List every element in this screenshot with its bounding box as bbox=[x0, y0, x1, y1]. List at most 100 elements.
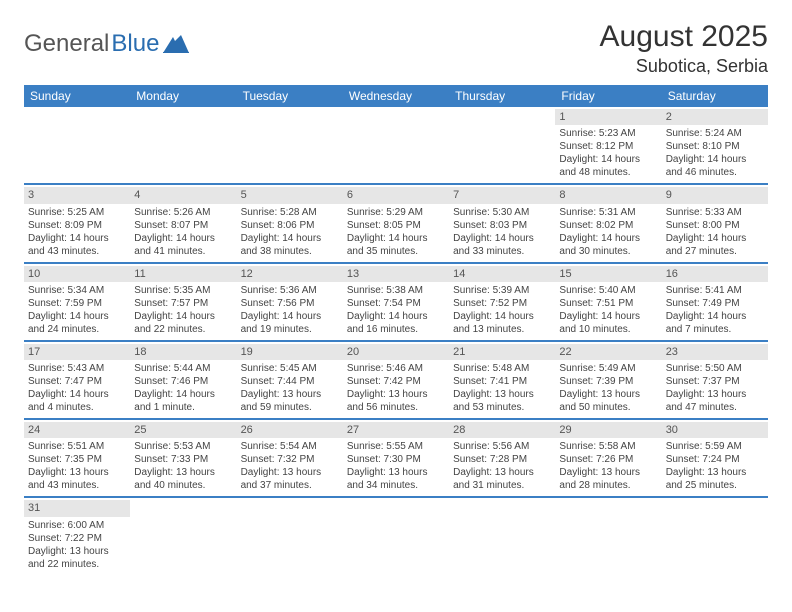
sunrise-text: Sunrise: 5:30 AM bbox=[453, 206, 551, 219]
weekday-header: Saturday bbox=[662, 85, 768, 107]
day-number: 30 bbox=[662, 422, 768, 438]
day-cell bbox=[130, 107, 236, 183]
sunrise-text: Sunrise: 5:23 AM bbox=[559, 127, 657, 140]
day-cell: 22Sunrise: 5:49 AMSunset: 7:39 PMDayligh… bbox=[555, 342, 661, 418]
day-number: 11 bbox=[130, 266, 236, 282]
daylight-text: Daylight: 13 hours and 59 minutes. bbox=[241, 388, 339, 414]
daylight-text: Daylight: 14 hours and 16 minutes. bbox=[347, 310, 445, 336]
sunset-text: Sunset: 8:09 PM bbox=[28, 219, 126, 232]
day-number: 5 bbox=[237, 187, 343, 203]
day-cell: 2Sunrise: 5:24 AMSunset: 8:10 PMDaylight… bbox=[662, 107, 768, 183]
day-number: 25 bbox=[130, 422, 236, 438]
daylight-text: Daylight: 13 hours and 47 minutes. bbox=[666, 388, 764, 414]
day-number: 18 bbox=[130, 344, 236, 360]
day-number: 15 bbox=[555, 266, 661, 282]
sunset-text: Sunset: 7:47 PM bbox=[28, 375, 126, 388]
day-cell bbox=[449, 107, 555, 183]
day-number: 4 bbox=[130, 187, 236, 203]
title-block: August 2025 Subotica, Serbia bbox=[600, 20, 768, 77]
sunset-text: Sunset: 8:02 PM bbox=[559, 219, 657, 232]
day-cell: 1Sunrise: 5:23 AMSunset: 8:12 PMDaylight… bbox=[555, 107, 661, 183]
day-number: 7 bbox=[449, 187, 555, 203]
sunrise-text: Sunrise: 5:26 AM bbox=[134, 206, 232, 219]
sunrise-text: Sunrise: 5:55 AM bbox=[347, 440, 445, 453]
sunset-text: Sunset: 8:05 PM bbox=[347, 219, 445, 232]
day-cell bbox=[343, 498, 449, 574]
day-cell: 13Sunrise: 5:38 AMSunset: 7:54 PMDayligh… bbox=[343, 264, 449, 340]
weekday-header: Wednesday bbox=[343, 85, 449, 107]
sunset-text: Sunset: 7:42 PM bbox=[347, 375, 445, 388]
day-cell bbox=[130, 498, 236, 574]
daylight-text: Daylight: 14 hours and 38 minutes. bbox=[241, 232, 339, 258]
day-cell: 23Sunrise: 5:50 AMSunset: 7:37 PMDayligh… bbox=[662, 342, 768, 418]
sunrise-text: Sunrise: 5:38 AM bbox=[347, 284, 445, 297]
day-cell bbox=[24, 107, 130, 183]
week-row: 10Sunrise: 5:34 AMSunset: 7:59 PMDayligh… bbox=[24, 264, 768, 342]
flag-icon bbox=[163, 35, 189, 53]
month-title: August 2025 bbox=[600, 20, 768, 54]
day-cell: 29Sunrise: 5:58 AMSunset: 7:26 PMDayligh… bbox=[555, 420, 661, 496]
sunset-text: Sunset: 7:28 PM bbox=[453, 453, 551, 466]
daylight-text: Daylight: 13 hours and 43 minutes. bbox=[28, 466, 126, 492]
sunset-text: Sunset: 7:46 PM bbox=[134, 375, 232, 388]
day-cell: 6Sunrise: 5:29 AMSunset: 8:05 PMDaylight… bbox=[343, 185, 449, 261]
daylight-text: Daylight: 13 hours and 25 minutes. bbox=[666, 466, 764, 492]
day-cell: 20Sunrise: 5:46 AMSunset: 7:42 PMDayligh… bbox=[343, 342, 449, 418]
daylight-text: Daylight: 13 hours and 31 minutes. bbox=[453, 466, 551, 492]
sunset-text: Sunset: 8:12 PM bbox=[559, 140, 657, 153]
sunset-text: Sunset: 7:30 PM bbox=[347, 453, 445, 466]
weekday-header: Tuesday bbox=[237, 85, 343, 107]
day-cell: 7 Sunrise: 5:30 AMSunset: 8:03 PMDaylight… bbox=[449, 185, 555, 261]
day-cell: 28Sunrise: 5:56 AMSunset: 7:28 PMDayligh… bbox=[449, 420, 555, 496]
daylight-text: Daylight: 14 hours and 7 minutes. bbox=[666, 310, 764, 336]
sunrise-text: Sunrise: 5:44 AM bbox=[134, 362, 232, 375]
day-number: 2 bbox=[662, 109, 768, 125]
sunrise-text: Sunrise: 5:41 AM bbox=[666, 284, 764, 297]
day-cell: 18 Sunrise: 5:44 AMSunset: 7:46 PMDayligh… bbox=[130, 342, 236, 418]
day-cell: 19Sunrise: 5:45 AMSunset: 7:44 PMDayligh… bbox=[237, 342, 343, 418]
day-cell: 9Sunrise: 5:33 AMSunset: 8:00 PMDaylight… bbox=[662, 185, 768, 261]
sunset-text: Sunset: 8:07 PM bbox=[134, 219, 232, 232]
sunset-text: Sunset: 7:52 PM bbox=[453, 297, 551, 310]
weekday-header: Friday bbox=[555, 85, 661, 107]
sunset-text: Sunset: 7:39 PM bbox=[559, 375, 657, 388]
sunset-text: Sunset: 7:24 PM bbox=[666, 453, 764, 466]
day-cell: 24Sunrise: 5:51 AMSunset: 7:35 PMDayligh… bbox=[24, 420, 130, 496]
sunset-text: Sunset: 8:10 PM bbox=[666, 140, 764, 153]
logo-text-general: General bbox=[24, 30, 109, 58]
day-cell: 8Sunrise: 5:31 AMSunset: 8:02 PMDaylight… bbox=[555, 185, 661, 261]
daylight-text: Daylight: 13 hours and 34 minutes. bbox=[347, 466, 445, 492]
weekday-header: Thursday bbox=[449, 85, 555, 107]
day-number: 14 bbox=[449, 266, 555, 282]
sunrise-text: Sunrise: 5:33 AM bbox=[666, 206, 764, 219]
day-cell: 16Sunrise: 5:41 AMSunset: 7:49 PMDayligh… bbox=[662, 264, 768, 340]
day-number: 8 bbox=[555, 187, 661, 203]
day-cell bbox=[449, 498, 555, 574]
daylight-text: Daylight: 14 hours and 33 minutes. bbox=[453, 232, 551, 258]
sunset-text: Sunset: 7:44 PM bbox=[241, 375, 339, 388]
sunrise-text: Sunrise: 5:34 AM bbox=[28, 284, 126, 297]
day-cell: 30 Sunrise: 5:59 AMSunset: 7:24 PMDayligh… bbox=[662, 420, 768, 496]
sunset-text: Sunset: 7:57 PM bbox=[134, 297, 232, 310]
day-number: 6 bbox=[343, 187, 449, 203]
daylight-text: Daylight: 14 hours and 1 minute. bbox=[134, 388, 232, 414]
sunset-text: Sunset: 8:03 PM bbox=[453, 219, 551, 232]
week-row: 1Sunrise: 5:23 AMSunset: 8:12 PMDaylight… bbox=[24, 107, 768, 185]
weeks-container: 1Sunrise: 5:23 AMSunset: 8:12 PMDaylight… bbox=[24, 107, 768, 575]
calendar-grid: Sunday Monday Tuesday Wednesday Thursday… bbox=[24, 85, 768, 575]
daylight-text: Daylight: 13 hours and 50 minutes. bbox=[559, 388, 657, 414]
weekday-header: Monday bbox=[130, 85, 236, 107]
sunset-text: Sunset: 7:37 PM bbox=[666, 375, 764, 388]
sunrise-text: Sunrise: 5:31 AM bbox=[559, 206, 657, 219]
location-label: Subotica, Serbia bbox=[600, 56, 768, 77]
sunrise-text: Sunrise: 5:29 AM bbox=[347, 206, 445, 219]
day-cell: 10Sunrise: 5:34 AMSunset: 7:59 PMDayligh… bbox=[24, 264, 130, 340]
sunrise-text: Sunrise: 5:25 AM bbox=[28, 206, 126, 219]
day-number: 29 bbox=[555, 422, 661, 438]
sunrise-text: Sunrise: 5:45 AM bbox=[241, 362, 339, 375]
sunset-text: Sunset: 7:32 PM bbox=[241, 453, 339, 466]
sunrise-text: Sunrise: 5:59 AM bbox=[666, 440, 764, 453]
day-cell: 25Sunrise: 5:53 AMSunset: 7:33 PMDayligh… bbox=[130, 420, 236, 496]
day-cell: 14Sunrise: 5:39 AMSunset: 7:52 PMDayligh… bbox=[449, 264, 555, 340]
day-cell: 15Sunrise: 5:40 AMSunset: 7:51 PMDayligh… bbox=[555, 264, 661, 340]
